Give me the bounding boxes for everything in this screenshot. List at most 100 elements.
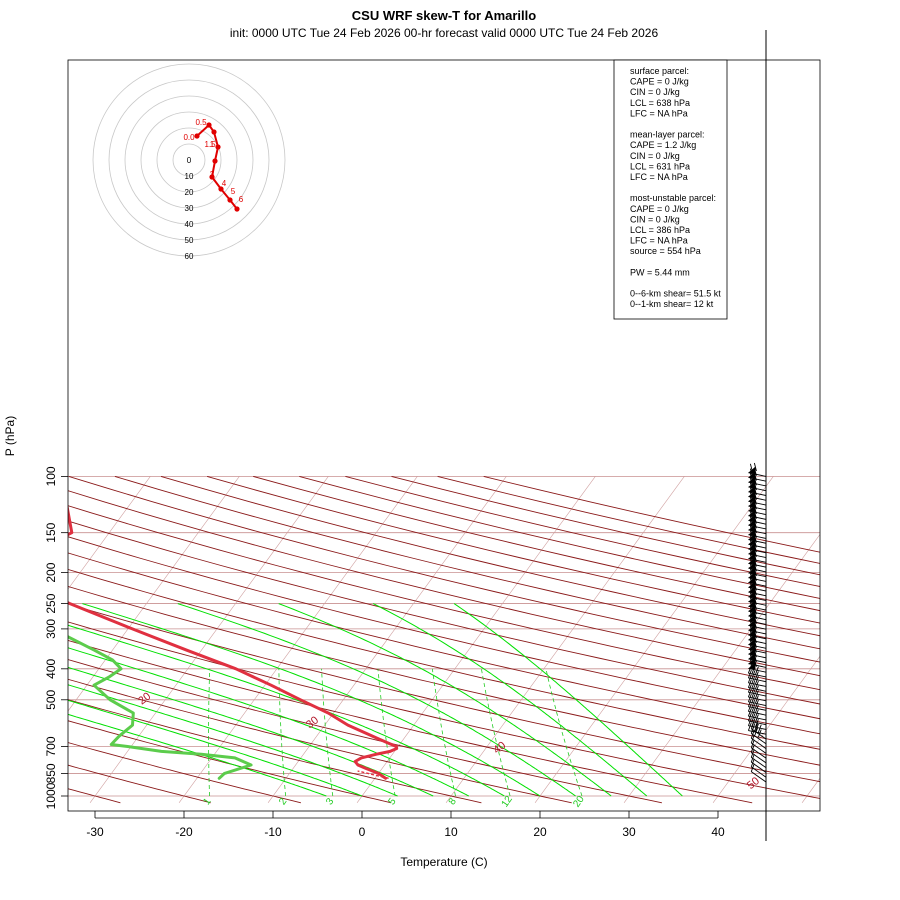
hodograph-point-label: 3 bbox=[210, 170, 215, 179]
mixing-ratio-label: 3 bbox=[324, 796, 336, 807]
hodograph-ring-label: 20 bbox=[185, 188, 194, 197]
moist-adiabat-line bbox=[68, 684, 398, 797]
info-box-line: source = 554 hPa bbox=[630, 246, 701, 256]
y-tick-label: 400 bbox=[44, 658, 58, 678]
mixing-ratio-line bbox=[377, 668, 396, 797]
hodograph-point-label: 5 bbox=[231, 187, 236, 196]
mixing-ratio-label: 2 bbox=[277, 796, 289, 807]
x-tick-label: -10 bbox=[264, 825, 282, 839]
mixing-ratio-label: 5 bbox=[386, 796, 398, 807]
wind-barb bbox=[750, 725, 767, 745]
y-tick-label: 700 bbox=[44, 736, 58, 756]
dewpoint-trace bbox=[68, 635, 253, 780]
moist-adiabat-line bbox=[68, 713, 327, 797]
hodograph-point-label: 4 bbox=[222, 179, 227, 188]
isotherm-line bbox=[89, 476, 329, 803]
mixing-ratio-label: 8 bbox=[447, 796, 459, 807]
isotherm-line bbox=[68, 476, 240, 712]
mixing-ratio-line bbox=[545, 668, 583, 797]
hodograph-point bbox=[227, 197, 233, 203]
wind-barb bbox=[748, 567, 767, 582]
y-tick-label: 250 bbox=[44, 593, 58, 613]
dry-adiabat-line bbox=[68, 639, 753, 804]
dry-adiabat-line bbox=[206, 475, 820, 624]
parcel-trace bbox=[357, 770, 389, 779]
x-tick-label: 30 bbox=[622, 825, 636, 839]
info-box-line: LFC = NA hPa bbox=[630, 108, 688, 118]
info-box-line: CAPE = 0 J/kg bbox=[630, 204, 689, 214]
dry-adiabat-line bbox=[253, 475, 820, 612]
hodograph-point-label: 6 bbox=[239, 195, 244, 204]
hodograph-ring-label: 10 bbox=[185, 172, 194, 181]
wind-barb bbox=[748, 601, 767, 616]
dry-adiabat-line bbox=[160, 475, 820, 637]
wind-barb-column bbox=[747, 30, 767, 841]
y-tick-label: 200 bbox=[44, 562, 58, 582]
mixing-ratio-line bbox=[208, 668, 211, 797]
isotherm-line bbox=[712, 655, 820, 803]
mixing-ratio-line bbox=[321, 668, 334, 797]
wind-barb bbox=[748, 591, 767, 606]
info-box-line: LCL = 631 hPa bbox=[630, 161, 690, 171]
hodograph-point bbox=[234, 206, 240, 212]
y-tick-label: 150 bbox=[44, 522, 58, 542]
hodograph-ring bbox=[124, 95, 254, 225]
info-box-line: LFC = NA hPa bbox=[630, 236, 688, 246]
hodograph-point bbox=[194, 133, 200, 139]
y-axis-label: P (hPa) bbox=[3, 416, 17, 456]
moist-adiabat-line bbox=[278, 603, 612, 797]
hodograph-ring bbox=[108, 79, 270, 241]
background-grid bbox=[68, 475, 820, 804]
sounding-curves bbox=[68, 505, 399, 780]
dry-adiabat-line bbox=[68, 788, 121, 804]
temperature-trace bbox=[68, 505, 399, 780]
x-tick-label: 20 bbox=[533, 825, 547, 839]
info-box-line: LCL = 638 hPa bbox=[630, 98, 690, 108]
hodograph-point bbox=[209, 174, 215, 180]
dry-adiabat-line bbox=[68, 659, 662, 804]
y-tick-label: 300 bbox=[44, 619, 58, 639]
dry-adiabat-line bbox=[68, 764, 211, 804]
x-axis-label: Temperature (C) bbox=[400, 855, 487, 869]
dry-adiabat-line bbox=[437, 475, 820, 564]
x-tick-label: -30 bbox=[86, 825, 104, 839]
mixing-ratio-line bbox=[278, 668, 286, 797]
x-tick-label: -20 bbox=[175, 825, 193, 839]
hodograph-ring-label: 50 bbox=[185, 236, 194, 245]
isotherm-line bbox=[356, 476, 596, 803]
isotherm-line bbox=[68, 476, 151, 590]
y-tick-label: 100 bbox=[44, 466, 58, 486]
info-box-line: surface parcel: bbox=[630, 66, 689, 76]
dry-adiabat-line bbox=[68, 505, 820, 691]
mixing-ratio-line bbox=[432, 668, 456, 797]
wind-barb bbox=[748, 501, 767, 516]
dry-adiabat-line bbox=[68, 490, 820, 677]
info-box-line: mean-layer parcel: bbox=[630, 130, 705, 140]
wind-barb bbox=[748, 582, 767, 597]
x-tick-label: 40 bbox=[711, 825, 725, 839]
hodograph-ring bbox=[140, 111, 238, 209]
info-box-line: CIN = 0 J/kg bbox=[630, 87, 680, 97]
moist-adiabat-line bbox=[372, 603, 648, 797]
hodograph-point-label: 0.0 bbox=[183, 133, 195, 142]
hodograph-point-label: 0.5 bbox=[195, 118, 207, 127]
x-tick-label: 10 bbox=[444, 825, 458, 839]
wind-barb bbox=[748, 649, 767, 664]
dry-adiabat-line bbox=[114, 475, 820, 650]
info-box-line: LFC = NA hPa bbox=[630, 172, 688, 182]
info-box-line: LCL = 386 hPa bbox=[630, 225, 690, 235]
info-box-line: 0--1-km shear= 12 kt bbox=[630, 299, 714, 309]
hodograph-point bbox=[211, 129, 217, 135]
plot-frame bbox=[67, 59, 821, 812]
isotherm-line bbox=[623, 533, 820, 803]
wind-barb bbox=[747, 679, 767, 692]
dry-adiabat-line bbox=[68, 552, 820, 735]
info-box-line: CAPE = 1.2 J/kg bbox=[630, 140, 696, 150]
dry-adiabat-line bbox=[68, 568, 820, 750]
info-box-line: most-unstable parcel: bbox=[630, 193, 716, 203]
dry-adiabat-line bbox=[483, 475, 820, 553]
moist-adiabat-line bbox=[68, 666, 434, 797]
wind-barb bbox=[748, 563, 767, 578]
